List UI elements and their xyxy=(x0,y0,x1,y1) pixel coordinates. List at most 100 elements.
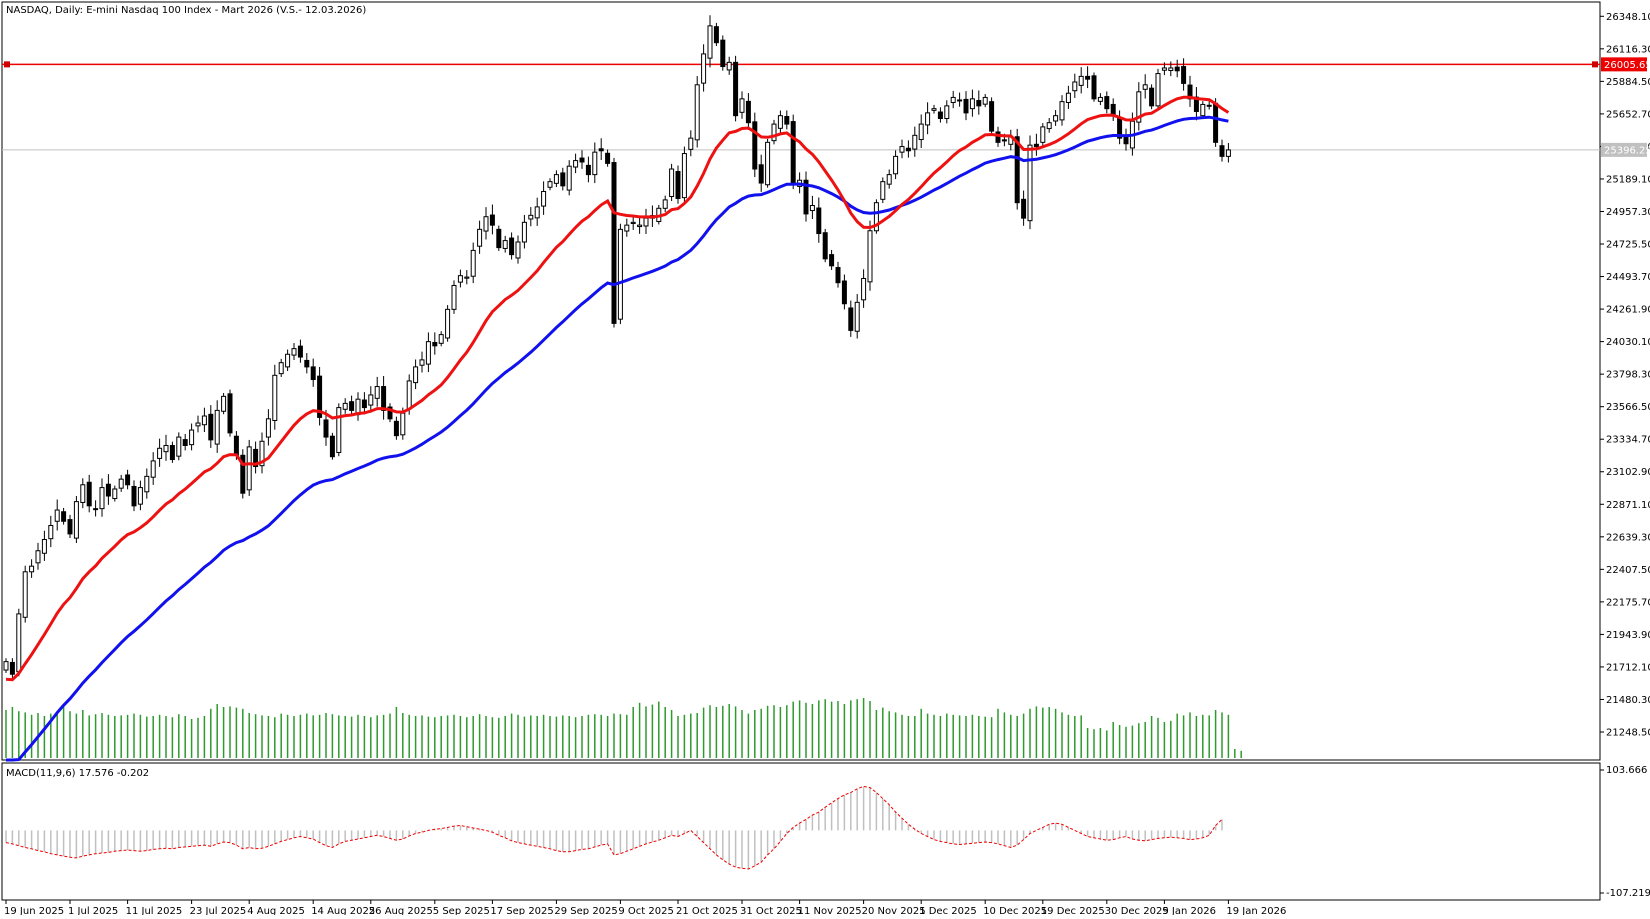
candle xyxy=(176,432,182,461)
candle-body xyxy=(752,121,758,170)
candle xyxy=(925,102,931,135)
candle xyxy=(694,76,700,148)
level-line-handle-right[interactable] xyxy=(1592,61,1598,68)
price-tick-label: 24261.90 xyxy=(1606,305,1650,316)
candle xyxy=(637,216,643,234)
candle-body xyxy=(176,436,182,457)
candle xyxy=(483,207,489,240)
candle-body xyxy=(208,413,214,441)
candle-body xyxy=(1033,143,1039,148)
candle xyxy=(1065,85,1071,109)
candle-body xyxy=(662,199,668,209)
candle-body xyxy=(393,420,399,437)
candle xyxy=(432,332,438,355)
candle xyxy=(323,409,329,446)
price-tick-label: 24030.10 xyxy=(1606,337,1650,348)
candle-body xyxy=(1161,67,1167,71)
candle-body xyxy=(598,148,604,152)
candle-body xyxy=(541,190,547,207)
candle xyxy=(758,154,764,192)
time-tick-label: 19 Jun 2025 xyxy=(4,906,64,915)
candle xyxy=(29,559,35,578)
candle-body xyxy=(489,214,495,226)
candle-body xyxy=(413,366,419,384)
candle-body xyxy=(1001,139,1007,142)
candle-body xyxy=(534,206,540,219)
volume-bars xyxy=(5,698,1242,758)
candle xyxy=(99,478,105,517)
candle-body xyxy=(579,157,585,163)
candle xyxy=(259,432,265,474)
candle xyxy=(381,375,387,420)
price-tick-label: 24493.70 xyxy=(1606,272,1650,283)
candle-body xyxy=(48,524,54,540)
candle-body xyxy=(758,164,764,184)
candle-body xyxy=(912,134,918,150)
candle-body xyxy=(547,181,553,188)
candle-body xyxy=(35,550,41,564)
candle-body xyxy=(201,415,207,426)
price-tick-label: 21943.90 xyxy=(1606,630,1650,641)
candle xyxy=(745,93,751,130)
candle-body xyxy=(425,341,431,365)
candle xyxy=(726,56,732,75)
candle xyxy=(67,514,73,539)
candle-body xyxy=(848,307,854,331)
candle-body xyxy=(22,571,28,618)
candle xyxy=(1027,135,1033,230)
candle-body xyxy=(989,101,995,132)
candle-body xyxy=(835,267,841,284)
candle-body xyxy=(445,308,451,339)
candle-body xyxy=(995,131,1001,143)
candle xyxy=(918,114,924,148)
macd-pane[interactable] xyxy=(1,762,1601,901)
candle-body xyxy=(867,230,873,283)
level-line-handle-left[interactable] xyxy=(4,61,10,68)
candle xyxy=(829,249,835,270)
price-pane[interactable] xyxy=(1,1,1601,761)
candle xyxy=(310,358,316,387)
candle xyxy=(989,97,995,135)
macd-series xyxy=(5,785,1223,870)
candle xyxy=(816,197,822,243)
candle xyxy=(304,353,310,374)
candle-body xyxy=(1097,96,1103,102)
candle-body xyxy=(1174,66,1180,72)
candle xyxy=(950,90,956,109)
candle xyxy=(848,300,854,337)
price-tick-label: 22407.50 xyxy=(1606,565,1650,576)
candle-body xyxy=(131,485,137,507)
candle-body xyxy=(323,419,329,438)
candle-body xyxy=(1014,136,1020,204)
candle xyxy=(342,398,348,414)
candle-body xyxy=(189,429,195,446)
candle xyxy=(144,468,150,499)
candle-body xyxy=(285,353,291,368)
time-tick-label: 9 Oct 2025 xyxy=(618,906,673,915)
candle xyxy=(464,270,470,285)
candle xyxy=(605,149,611,167)
candle-body xyxy=(304,359,310,368)
time-tick-label: 11 Jul 2025 xyxy=(126,906,183,915)
candle-body xyxy=(765,141,771,186)
time-tick-label: 19 Dec 2025 xyxy=(1041,906,1105,915)
candle-body xyxy=(585,164,591,176)
candle-body xyxy=(342,402,348,410)
candle-body xyxy=(105,483,111,497)
candle-body xyxy=(611,162,617,324)
candle-body xyxy=(630,221,636,224)
candle-body xyxy=(675,171,681,199)
candle-body xyxy=(829,254,835,267)
candle-body xyxy=(169,444,175,461)
candle xyxy=(125,469,131,490)
price-tick-label: 23334.70 xyxy=(1606,435,1650,446)
candle xyxy=(118,474,124,492)
candle xyxy=(1136,82,1142,131)
candle xyxy=(1219,139,1225,162)
candle xyxy=(265,409,271,446)
moving-averages xyxy=(5,95,1230,762)
candle-body xyxy=(470,249,476,277)
candle xyxy=(886,169,892,189)
candle-body xyxy=(502,240,508,249)
